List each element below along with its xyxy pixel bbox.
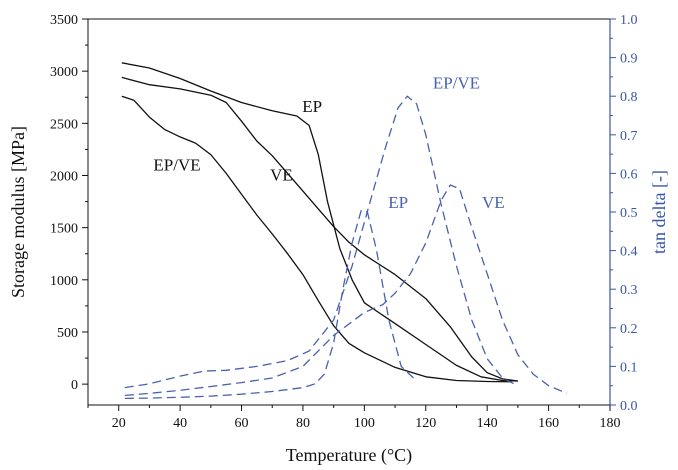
y-right-tick-label: 0.3 bbox=[620, 283, 638, 298]
y-right-tick-label: 0.1 bbox=[620, 360, 638, 375]
annotation-layer: EP VE EP/VE EP/VE EP VE bbox=[153, 73, 504, 212]
y-right-tick-label: 0.0 bbox=[620, 399, 638, 414]
y-right-tick-label: 0.7 bbox=[620, 129, 638, 144]
y-right-tick-label: 0.9 bbox=[620, 52, 638, 67]
y-left-tick-label: 0 bbox=[71, 378, 78, 393]
x-tick-label: 60 bbox=[235, 416, 249, 431]
x-tick-label: 20 bbox=[112, 416, 126, 431]
y-left-tick-label: 500 bbox=[57, 326, 78, 341]
x-tick-label: 180 bbox=[600, 416, 621, 431]
plot-frame bbox=[87, 18, 611, 406]
y-right-tick-label: 0.2 bbox=[620, 322, 638, 337]
x-tick-label: 160 bbox=[538, 416, 559, 431]
x-tick-label: 40 bbox=[173, 416, 187, 431]
storage-modulus-line-ep-ve bbox=[121, 95, 512, 383]
y-left-tick-label: 2500 bbox=[50, 117, 78, 132]
tan-delta-line-ep-ve bbox=[124, 95, 519, 389]
series-label-storage-ep: EP bbox=[302, 97, 322, 116]
axis-layer: 20 40 60 80 100 120 140 160 180 0 500 1000 1500 2000 2… bbox=[50, 13, 638, 431]
storage-modulus-line-ep bbox=[121, 62, 518, 382]
y-right-tick-label: 1.0 bbox=[620, 13, 638, 28]
y-left-tick-label: 1500 bbox=[50, 222, 78, 237]
x-tick-label: 80 bbox=[296, 416, 310, 431]
y-left-tick-label: 3500 bbox=[50, 13, 78, 28]
series-label-storage-ep-ve: EP/VE bbox=[153, 155, 200, 174]
y-right-tick-label: 0.6 bbox=[620, 167, 638, 182]
x-axis-title: Temperature (°C) bbox=[286, 445, 412, 466]
y-axis-right-title: tan delta [-] bbox=[649, 170, 669, 254]
series-label-tan_delta-ve: VE bbox=[482, 193, 505, 212]
x-tick-label: 120 bbox=[415, 416, 436, 431]
storage-modulus-line-ve bbox=[121, 76, 518, 382]
y-left-tick-label: 3000 bbox=[50, 65, 78, 80]
tan-delta-line-ve bbox=[124, 184, 568, 397]
x-tick-label: 100 bbox=[354, 416, 375, 431]
y-right-tick-label: 0.4 bbox=[620, 245, 638, 260]
tan-delta-line-ep bbox=[124, 209, 414, 400]
y-axis-left-title: Storage modulus [MPa] bbox=[8, 126, 28, 298]
series-label-tan_delta-ep-ve: EP/VE bbox=[433, 73, 480, 92]
y-left-tick-label: 1000 bbox=[50, 274, 78, 289]
series-label-storage-ve: VE bbox=[270, 166, 293, 185]
series-layer bbox=[121, 62, 568, 400]
y-left-tick-label: 2000 bbox=[50, 169, 78, 184]
x-tick-label: 140 bbox=[477, 416, 498, 431]
y-right-tick-label: 0.8 bbox=[620, 90, 638, 105]
y-right-tick-label: 0.5 bbox=[620, 206, 638, 221]
series-label-tan_delta-ep: EP bbox=[388, 193, 408, 212]
